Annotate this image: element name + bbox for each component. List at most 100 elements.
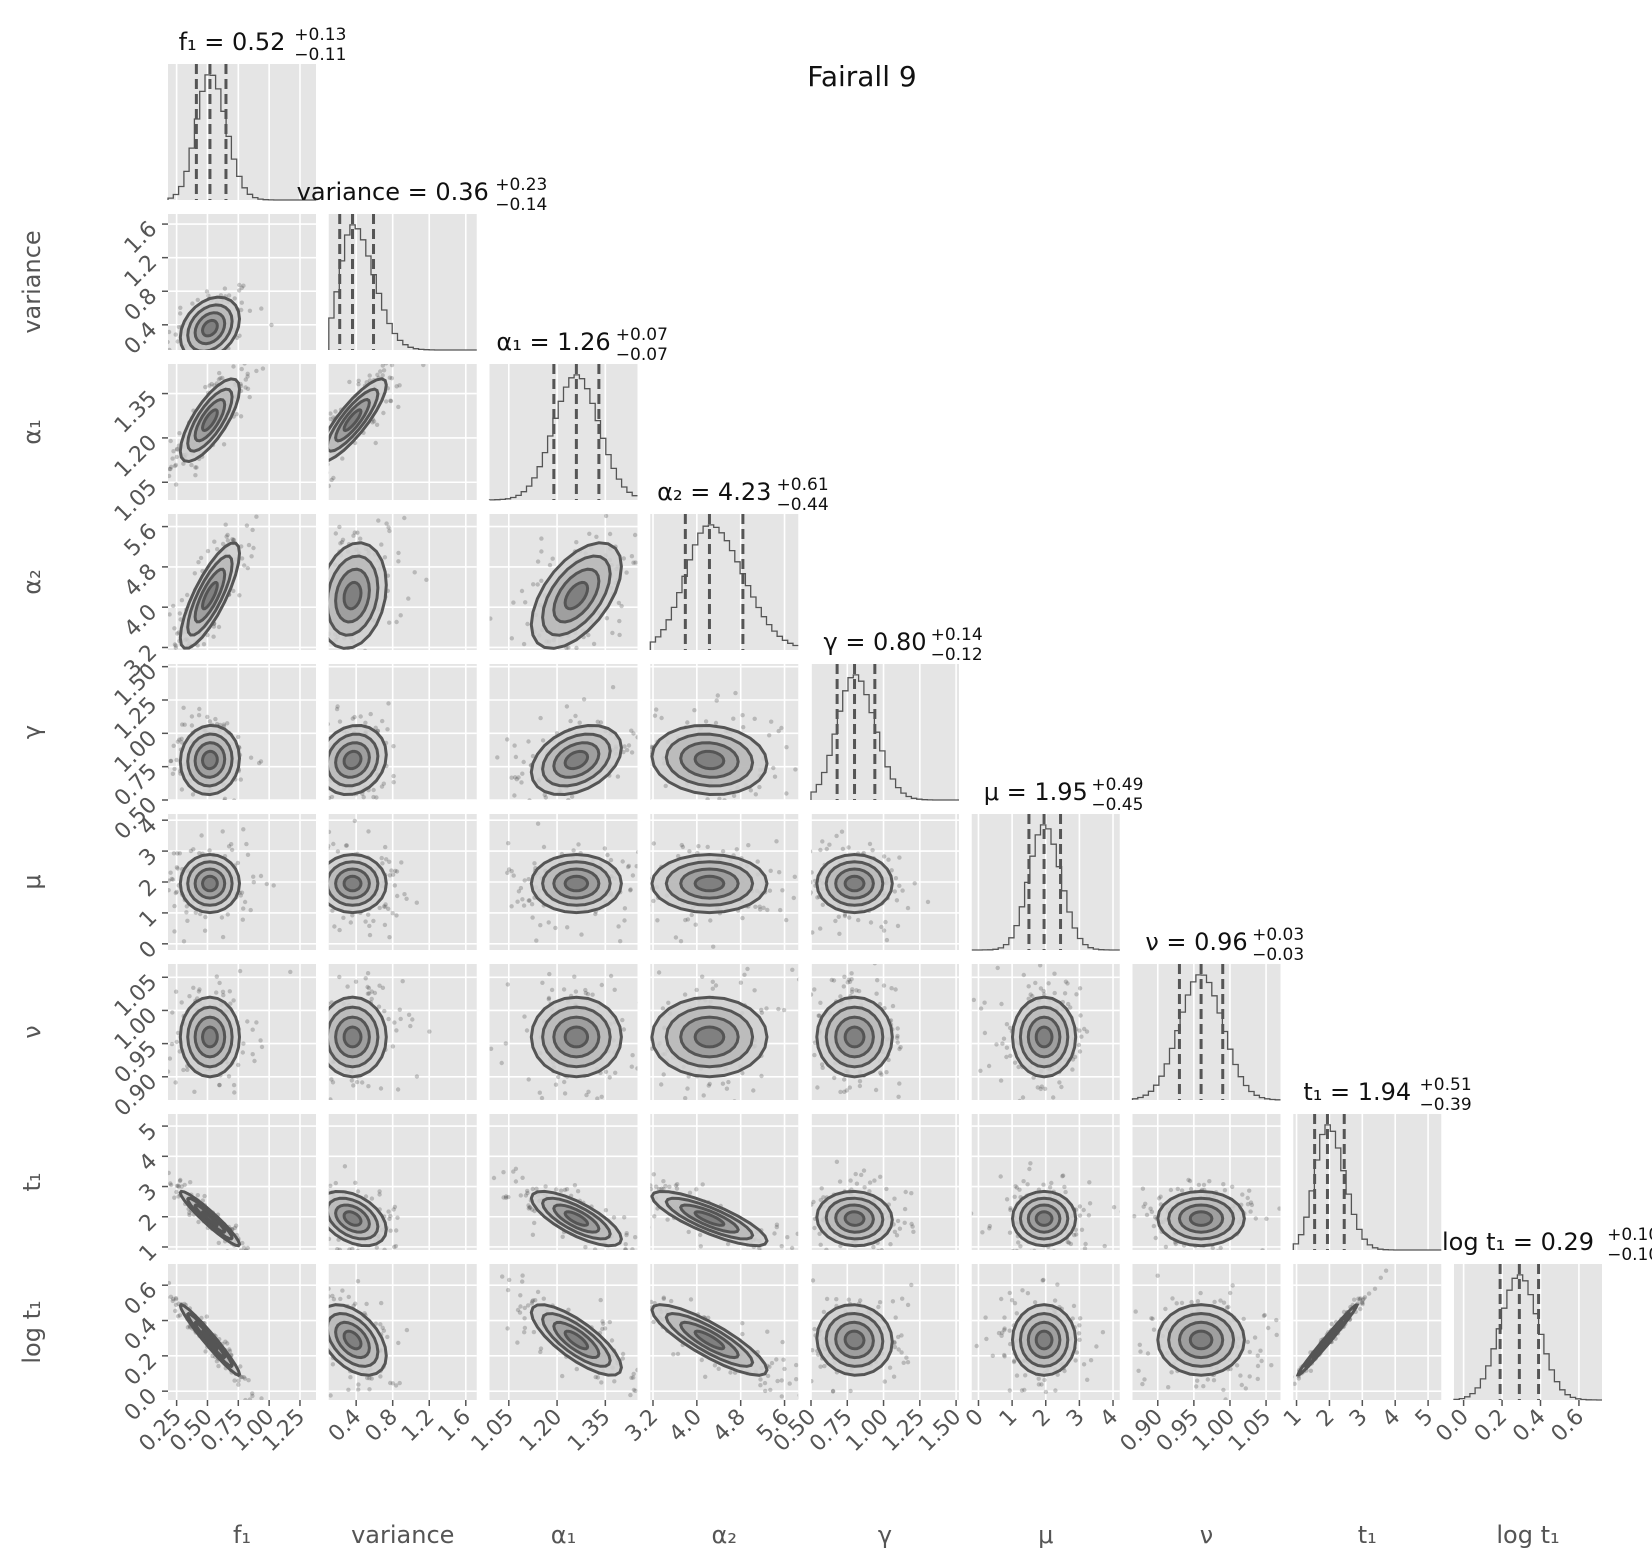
sample-point (681, 802, 685, 806)
sample-point (366, 913, 370, 917)
contour-level (344, 1027, 361, 1047)
sample-point (193, 473, 197, 477)
panel-alpha1-vs-f1 (152, 338, 316, 544)
sample-point (251, 875, 255, 879)
sample-point (178, 311, 182, 315)
sample-point (265, 882, 269, 886)
sample-point (356, 1249, 360, 1253)
panel-logt1-vs-alpha1 (485, 1264, 662, 1400)
sample-point (753, 717, 757, 721)
sample-point (897, 1081, 901, 1085)
sample-point (317, 582, 321, 586)
sample-point (207, 848, 211, 852)
sample-point (764, 1006, 768, 1010)
sample-point (175, 1040, 179, 1044)
sample-point (172, 626, 176, 630)
sample-point (1079, 1035, 1083, 1039)
sample-point (641, 777, 645, 781)
sample-point (215, 351, 219, 355)
sample-point (236, 735, 240, 739)
sample-point (324, 1183, 328, 1187)
sample-point (906, 906, 910, 910)
sample-point (818, 1001, 822, 1005)
sample-point (172, 929, 176, 933)
sample-point (554, 1187, 558, 1191)
sample-point (543, 652, 547, 656)
sample-point (903, 1207, 907, 1211)
sample-point (789, 1258, 793, 1262)
sample-point (539, 579, 543, 583)
sample-point (341, 916, 345, 920)
sample-point (570, 795, 574, 799)
sample-point (882, 854, 886, 858)
sample-point (896, 1026, 900, 1030)
sample-point (645, 1047, 649, 1051)
sample-point (399, 1407, 403, 1411)
sample-point (241, 1050, 245, 1054)
sample-point (622, 744, 626, 748)
sample-point (317, 893, 321, 897)
sample-point (317, 1325, 321, 1329)
sample-point (328, 1393, 332, 1397)
sample-point (197, 707, 201, 711)
sample-point (510, 869, 514, 873)
sample-point (842, 984, 846, 988)
sample-point (244, 842, 248, 846)
sample-point (356, 1382, 360, 1386)
sample-point (1087, 1180, 1091, 1184)
sample-point (594, 535, 598, 539)
sample-point (175, 866, 179, 870)
sample-point (225, 1249, 229, 1253)
sample-point (222, 442, 226, 446)
sample-point (340, 1288, 344, 1292)
sample-point (225, 359, 229, 363)
sample-point (191, 792, 195, 796)
sample-point (370, 1196, 374, 1200)
sample-point (185, 1068, 189, 1072)
sample-point (769, 869, 773, 873)
sample-point (337, 525, 341, 529)
sample-point (842, 1090, 846, 1094)
sample-point (1058, 1250, 1062, 1254)
sample-point (172, 1196, 176, 1200)
sample-point (911, 1230, 915, 1234)
sample-point (322, 882, 326, 886)
sample-point (874, 1088, 878, 1092)
sample-point (625, 1231, 629, 1235)
sample-point (1132, 1214, 1136, 1218)
sample-point (167, 467, 171, 471)
sample-point (652, 1172, 656, 1176)
sample-point (638, 889, 642, 893)
sample-point (1032, 1249, 1036, 1253)
sample-point (326, 1294, 330, 1298)
sample-point (175, 355, 179, 359)
sample-point (378, 369, 382, 373)
sample-point (269, 323, 273, 327)
sample-point (613, 988, 617, 992)
sample-point (223, 951, 227, 955)
sample-point (323, 1197, 327, 1201)
sample-point (1064, 980, 1068, 984)
sample-point (174, 758, 178, 762)
sample-point (1119, 1209, 1123, 1213)
sample-point (321, 446, 325, 450)
sample-point (196, 560, 200, 564)
sample-point (241, 918, 245, 922)
sample-point (741, 725, 745, 729)
sample-point (664, 784, 668, 788)
sample-point (896, 1095, 900, 1099)
sample-point (243, 385, 247, 389)
sample-point (749, 788, 753, 792)
sample-point (1088, 1201, 1092, 1205)
panel-t1-vs-nu (1114, 1114, 1282, 1267)
sample-point (633, 560, 637, 564)
sample-point (701, 1182, 705, 1186)
sample-point (640, 707, 644, 711)
sample-point (837, 932, 841, 936)
sample-point (250, 1394, 254, 1398)
sample-point (1072, 1233, 1076, 1237)
sample-point (391, 1381, 395, 1385)
sample-point (692, 708, 696, 712)
sample-point (622, 1027, 626, 1031)
sample-point (578, 721, 582, 725)
